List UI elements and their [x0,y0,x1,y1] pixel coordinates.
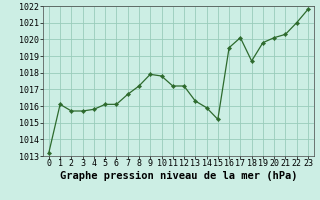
X-axis label: Graphe pression niveau de la mer (hPa): Graphe pression niveau de la mer (hPa) [60,171,297,181]
